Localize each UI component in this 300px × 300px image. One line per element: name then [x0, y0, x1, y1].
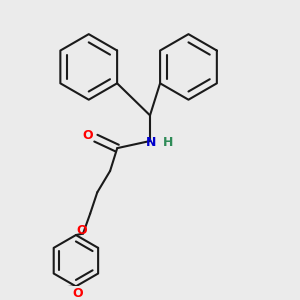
Text: N: N [146, 136, 157, 149]
Text: H: H [163, 136, 174, 149]
Text: O: O [76, 224, 87, 237]
Text: O: O [72, 287, 83, 300]
Text: O: O [82, 129, 93, 142]
